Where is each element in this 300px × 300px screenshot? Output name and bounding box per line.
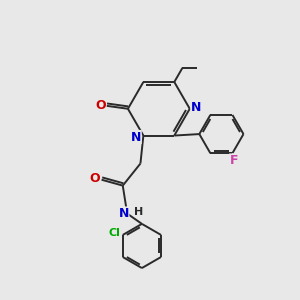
Text: O: O <box>90 172 101 185</box>
Text: H: H <box>134 207 143 217</box>
Text: O: O <box>95 99 106 112</box>
Text: N: N <box>118 207 129 220</box>
Text: N: N <box>191 101 201 114</box>
Text: F: F <box>230 154 238 167</box>
Text: N: N <box>131 130 141 143</box>
Text: Cl: Cl <box>109 229 121 238</box>
